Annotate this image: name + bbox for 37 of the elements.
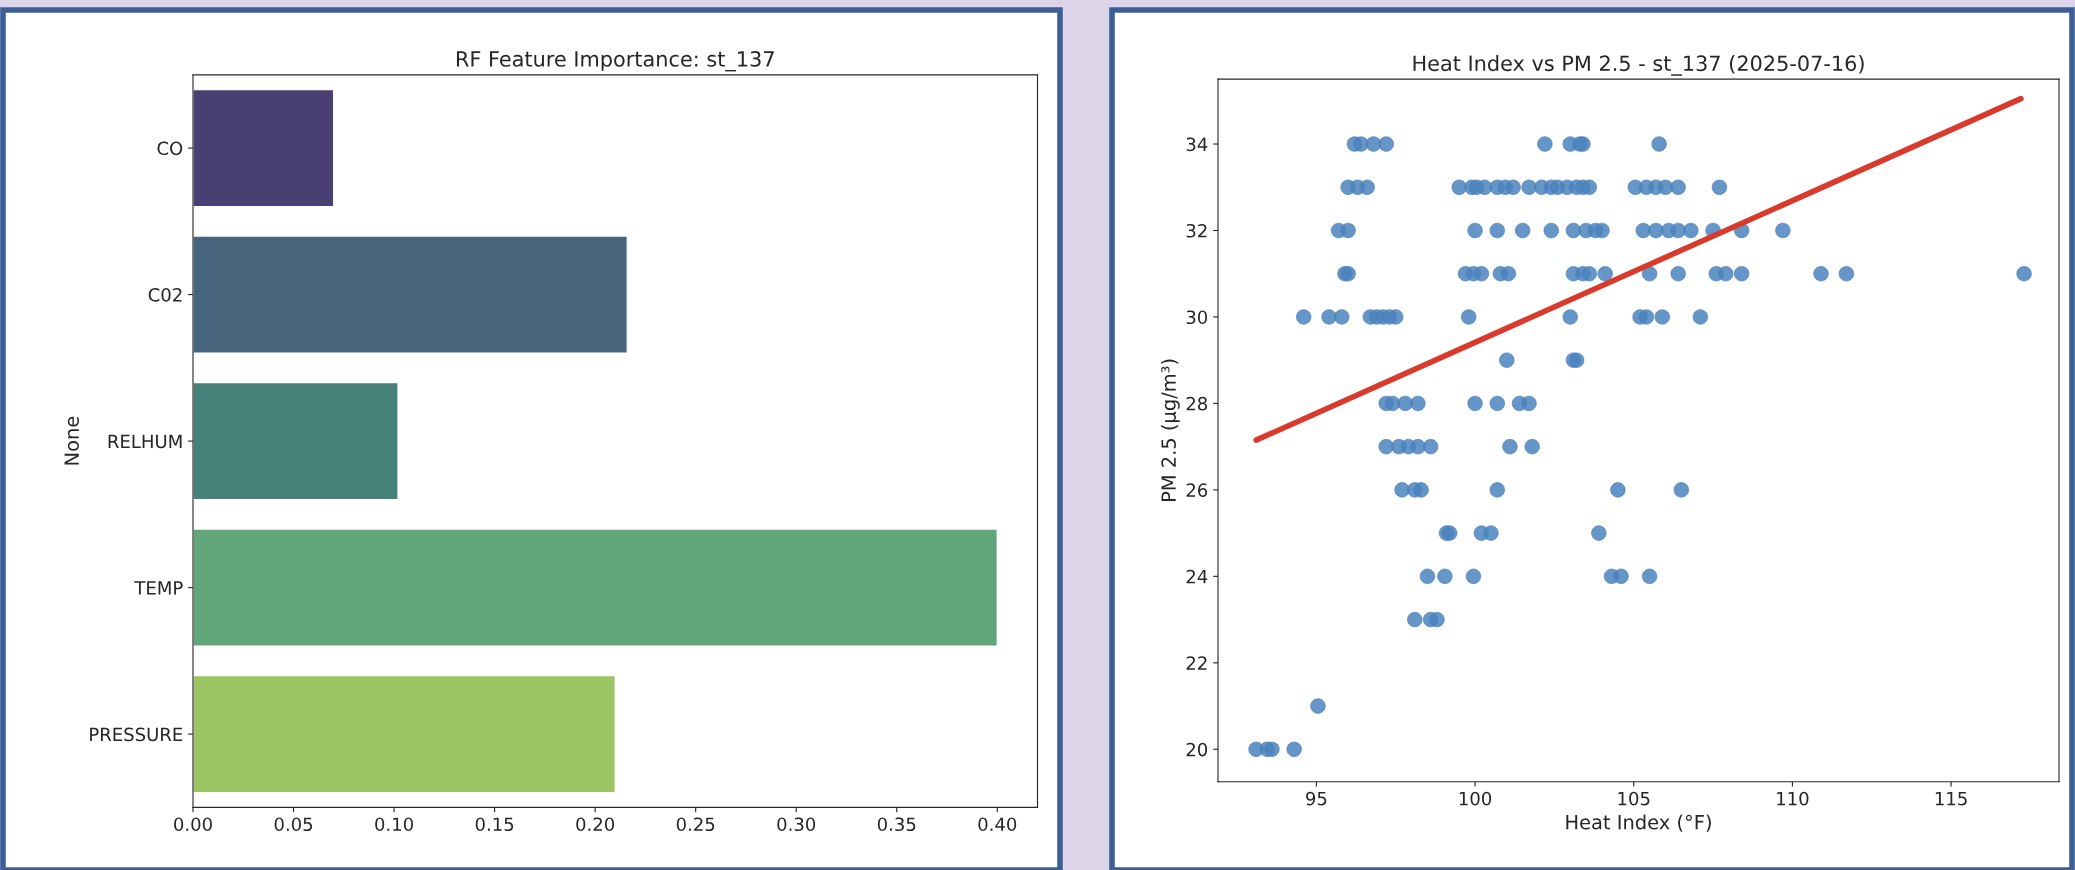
y-axis-title: PM 2.5 (μg/m³): [1160, 359, 1180, 501]
y-tick-label: 22: [1186, 656, 1207, 670]
bar: [193, 674, 616, 794]
bar: [193, 381, 399, 501]
x-tick-label: 95: [1306, 791, 1327, 806]
x-tick-label: 0.05: [274, 817, 313, 832]
x-tick-label: 105: [1618, 791, 1650, 806]
y-tick-label: PRESSURE: [90, 727, 183, 742]
y-tick-label: 34: [1186, 137, 1208, 152]
chart-title: Heat Index vs PM 2.5 - st_137 (2025-07-16): [1413, 55, 1864, 76]
y-tick-label: 24: [1186, 569, 1208, 584]
y-tick-label: 20: [1186, 742, 1208, 757]
y-tick-label: 30: [1186, 310, 1208, 325]
y-tick-label: 32: [1186, 223, 1207, 238]
x-tick-label: 115: [1935, 791, 1967, 806]
bar: [193, 235, 629, 354]
x-tick-label: 0.35: [877, 817, 916, 832]
x-tick-label: 100: [1459, 791, 1492, 806]
x-tick-label: 0.40: [978, 817, 1017, 832]
bar: [193, 88, 335, 208]
x-tick-label: 0.15: [475, 817, 514, 832]
y-tick-label: RELHUM: [108, 434, 182, 449]
bar: [193, 528, 998, 647]
x-tick-label: 0.25: [676, 817, 715, 832]
x-tick-label: 0.00: [174, 817, 212, 832]
chart-title: RF Feature Importance: st_137: [456, 51, 774, 72]
x-tick-label: 0.20: [576, 817, 615, 832]
y-tick-label: CO: [157, 141, 183, 156]
y-tick-label: 26: [1186, 483, 1208, 497]
y-tick-label: 28: [1186, 396, 1208, 411]
y-axis-title: None: [64, 416, 80, 465]
x-tick-label: 110: [1777, 791, 1809, 806]
y-tick-label: TEMP: [134, 581, 183, 595]
y-tick-label: C02: [148, 288, 182, 302]
x-axis-title: Heat Index (°F): [1566, 814, 1711, 832]
x-tick-label: 0.30: [777, 817, 816, 832]
x-tick-label: 0.10: [375, 817, 413, 832]
